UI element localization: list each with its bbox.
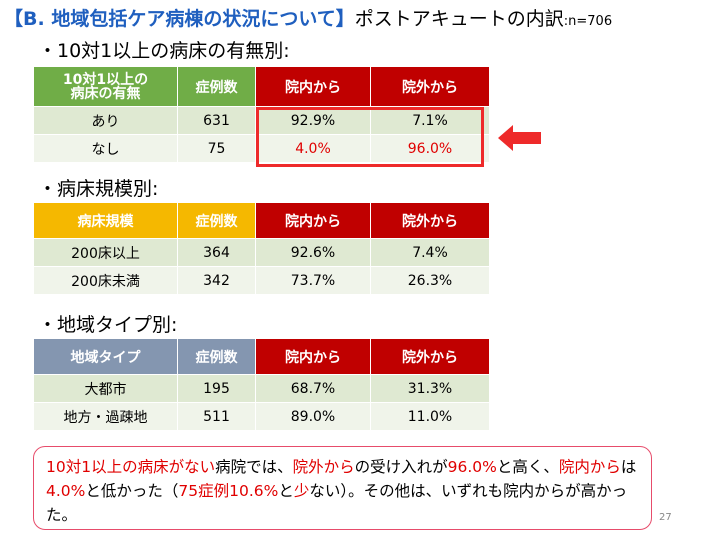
row-from-outside: 11.0% <box>370 402 490 431</box>
header-from-outside: 院外から <box>370 202 490 239</box>
row-from-inside: 89.0% <box>255 402 371 431</box>
row-category: 地方・過疎地 <box>33 402 178 431</box>
highlight-box <box>256 107 484 167</box>
section-label-bed-ratio: ・10対1以上の病床の有無別: <box>38 40 290 62</box>
table-region-type: 地域タイプ 症例数 院内から 院外から 大都市 195 68.7% 31.3% … <box>33 338 490 431</box>
table-row: 地方・過疎地 511 89.0% 11.0% <box>33 402 490 431</box>
table-row: なし 75 4.0% 96.0% <box>33 134 490 163</box>
header-case-count: 症例数 <box>177 338 256 375</box>
row-case-count: 511 <box>177 402 256 431</box>
row-category: 200床以上 <box>33 238 178 267</box>
row-from-inside: 73.7% <box>255 266 371 295</box>
summary-note: 10対1以上の病床がない病院では、院外からの受け入れが96.0%と高く、院内から… <box>33 446 652 530</box>
header-from-inside: 院内から <box>255 338 371 375</box>
table-bed-ratio: 10対1以上の 病床の有無 症例数 院内から 院外から あり 631 92.9% … <box>33 66 490 163</box>
row-case-count: 342 <box>177 266 256 295</box>
row-case-count: 364 <box>177 238 256 267</box>
header-bed-ratio: 10対1以上の 病床の有無 <box>33 66 178 107</box>
row-case-count: 75 <box>177 134 256 163</box>
header-case-count: 症例数 <box>177 202 256 239</box>
row-category: なし <box>33 134 178 163</box>
row-from-outside: 7.1% <box>370 106 490 135</box>
title-main-text: ポストアキュートの内訳 <box>354 8 564 30</box>
row-case-count: 195 <box>177 374 256 403</box>
row-from-outside: 7.4% <box>370 238 490 267</box>
table-header-row: 10対1以上の 病床の有無 症例数 院内から 院外から <box>33 66 490 107</box>
table-header-row: 地域タイプ 症例数 院内から 院外から <box>33 338 490 375</box>
row-from-outside: 31.3% <box>370 374 490 403</box>
row-case-count: 631 <box>177 106 256 135</box>
left-arrow-icon <box>498 125 541 151</box>
row-from-inside: 92.9% <box>255 106 371 135</box>
title-sample-size: :n=706 <box>563 14 613 29</box>
row-category: 大都市 <box>33 374 178 403</box>
row-from-outside: 26.3% <box>370 266 490 295</box>
row-category: 200床未満 <box>33 266 178 295</box>
row-from-inside: 4.0% <box>255 134 371 163</box>
slide-title: 【B. 地域包括ケア病棟の状況について】ポストアキュートの内訳:n=706 <box>4 4 719 34</box>
header-from-outside: 院外から <box>370 338 490 375</box>
header-from-outside: 院外から <box>370 66 490 107</box>
table-row: 大都市 195 68.7% 31.3% <box>33 374 490 403</box>
header-case-count: 症例数 <box>177 66 256 107</box>
section-label-region-type: ・地域タイプ別: <box>38 314 178 336</box>
table-row: あり 631 92.9% 7.1% <box>33 106 490 135</box>
row-category: あり <box>33 106 178 135</box>
header-from-inside: 院内から <box>255 66 371 107</box>
row-from-outside: 96.0% <box>370 134 490 163</box>
page-number: 27 <box>659 512 672 523</box>
header-region-type: 地域タイプ <box>33 338 178 375</box>
section-label-bed-size: ・病床規模別: <box>38 178 159 200</box>
title-section-label: 【B. 地域包括ケア病棟の状況について】 <box>4 8 355 30</box>
table-row: 200床未満 342 73.7% 26.3% <box>33 266 490 295</box>
table-row: 200床以上 364 92.6% 7.4% <box>33 238 490 267</box>
header-bed-size: 病床規模 <box>33 202 178 239</box>
table-bed-size: 病床規模 症例数 院内から 院外から 200床以上 364 92.6% 7.4%… <box>33 202 490 295</box>
row-from-inside: 68.7% <box>255 374 371 403</box>
header-from-inside: 院内から <box>255 202 371 239</box>
table-header-row: 病床規模 症例数 院内から 院外から <box>33 202 490 239</box>
row-from-inside: 92.6% <box>255 238 371 267</box>
